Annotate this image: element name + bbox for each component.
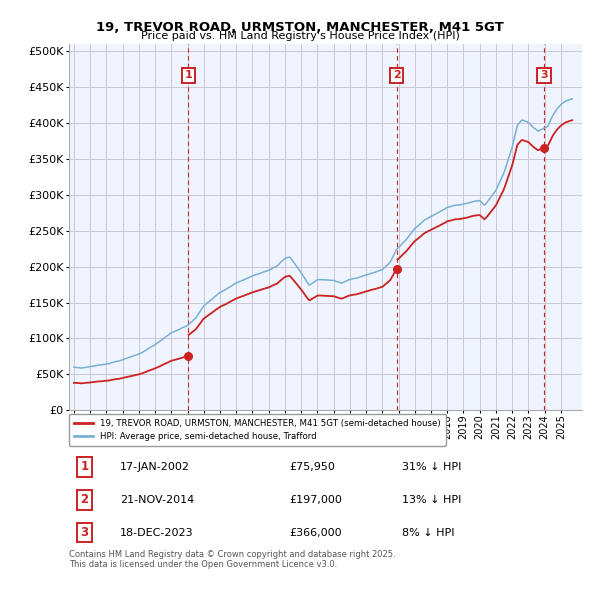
Text: Price paid vs. HM Land Registry's House Price Index (HPI): Price paid vs. HM Land Registry's House … <box>140 31 460 41</box>
Text: 19, TREVOR ROAD, URMSTON, MANCHESTER, M41 5GT: 19, TREVOR ROAD, URMSTON, MANCHESTER, M4… <box>96 21 504 34</box>
Text: £366,000: £366,000 <box>290 527 342 537</box>
Text: 1: 1 <box>184 70 192 80</box>
Text: Contains HM Land Registry data © Crown copyright and database right 2025.
This d: Contains HM Land Registry data © Crown c… <box>69 550 395 569</box>
Text: 2: 2 <box>80 493 88 506</box>
Text: 3: 3 <box>540 70 548 80</box>
Legend: 19, TREVOR ROAD, URMSTON, MANCHESTER, M41 5GT (semi-detached house), HPI: Averag: 19, TREVOR ROAD, URMSTON, MANCHESTER, M4… <box>69 414 446 446</box>
Text: 8% ↓ HPI: 8% ↓ HPI <box>403 527 455 537</box>
Text: 1: 1 <box>80 460 88 473</box>
Text: £197,000: £197,000 <box>290 495 343 505</box>
Text: £75,950: £75,950 <box>290 462 335 472</box>
Text: 3: 3 <box>80 526 88 539</box>
Text: 18-DEC-2023: 18-DEC-2023 <box>121 527 194 537</box>
Text: 31% ↓ HPI: 31% ↓ HPI <box>403 462 462 472</box>
Text: 13% ↓ HPI: 13% ↓ HPI <box>403 495 462 505</box>
Text: 17-JAN-2002: 17-JAN-2002 <box>121 462 190 472</box>
Text: 21-NOV-2014: 21-NOV-2014 <box>121 495 194 505</box>
Text: 2: 2 <box>393 70 401 80</box>
